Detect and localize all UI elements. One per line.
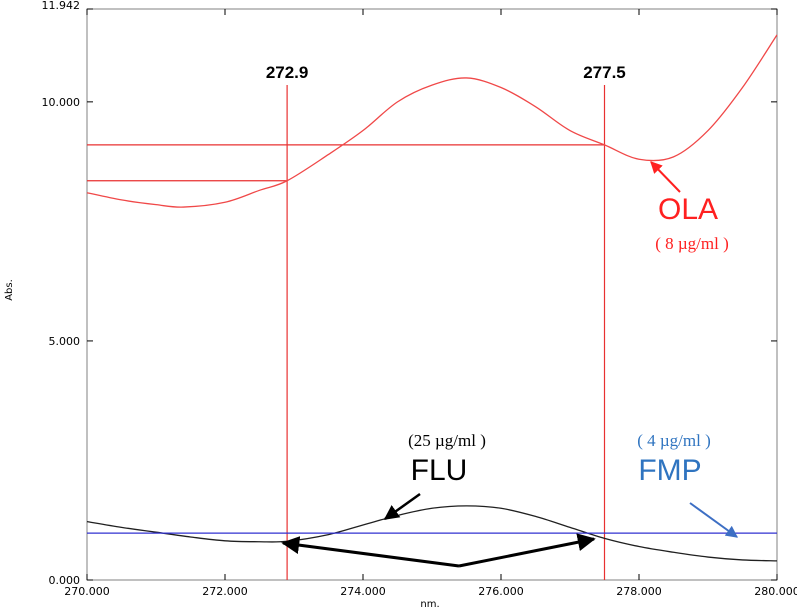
marker-label: 272.9	[266, 63, 309, 82]
x-tick-label: 278.000	[616, 585, 662, 598]
x-axis-title: nm.	[420, 599, 439, 610]
y-tick-label: 5.000	[49, 335, 81, 348]
fmp-label: FMP	[638, 454, 701, 487]
series-line-flu	[86, 505, 778, 562]
flu-label: FLU	[411, 454, 468, 487]
ola-arrow	[650, 161, 681, 193]
flu-arrow	[383, 492, 421, 521]
plot-frame	[86, 8, 778, 581]
x-tick-label: 280.000	[754, 585, 797, 598]
zero-crossing-arrow-right	[458, 533, 596, 568]
x-tick-label: 274.000	[340, 585, 386, 598]
y-axis: 0.000 5.000 10.000 11.942	[42, 0, 777, 587]
y-tick-label: 10.000	[42, 96, 81, 109]
flu-concentration: (25 µg/ml )	[408, 431, 486, 450]
marker-label: 277.5	[583, 63, 626, 82]
x-tick-label: 276.000	[478, 585, 524, 598]
fmp-arrow	[689, 502, 738, 538]
zero-crossing-arrow-left	[281, 536, 460, 568]
ola-label: OLA	[658, 193, 718, 226]
ola-concentration: ( 8 µg/ml )	[655, 234, 729, 253]
marker-labels: 272.9 277.5	[266, 63, 626, 82]
series-layer	[86, 34, 778, 562]
series-line-ola	[86, 34, 778, 208]
guide-lines	[87, 85, 606, 580]
y-axis-title: Abs.	[4, 279, 15, 301]
x-tick-label: 270.000	[64, 585, 110, 598]
x-axis: 270.000 272.000 274.000 276.000 278.000 280.0…	[64, 9, 797, 598]
x-tick-label: 272.000	[202, 585, 248, 598]
fmp-concentration: ( 4 µg/ml )	[637, 431, 711, 450]
y-tick-label: 11.942	[42, 0, 81, 12]
y-tick-label: 0.000	[49, 574, 81, 587]
